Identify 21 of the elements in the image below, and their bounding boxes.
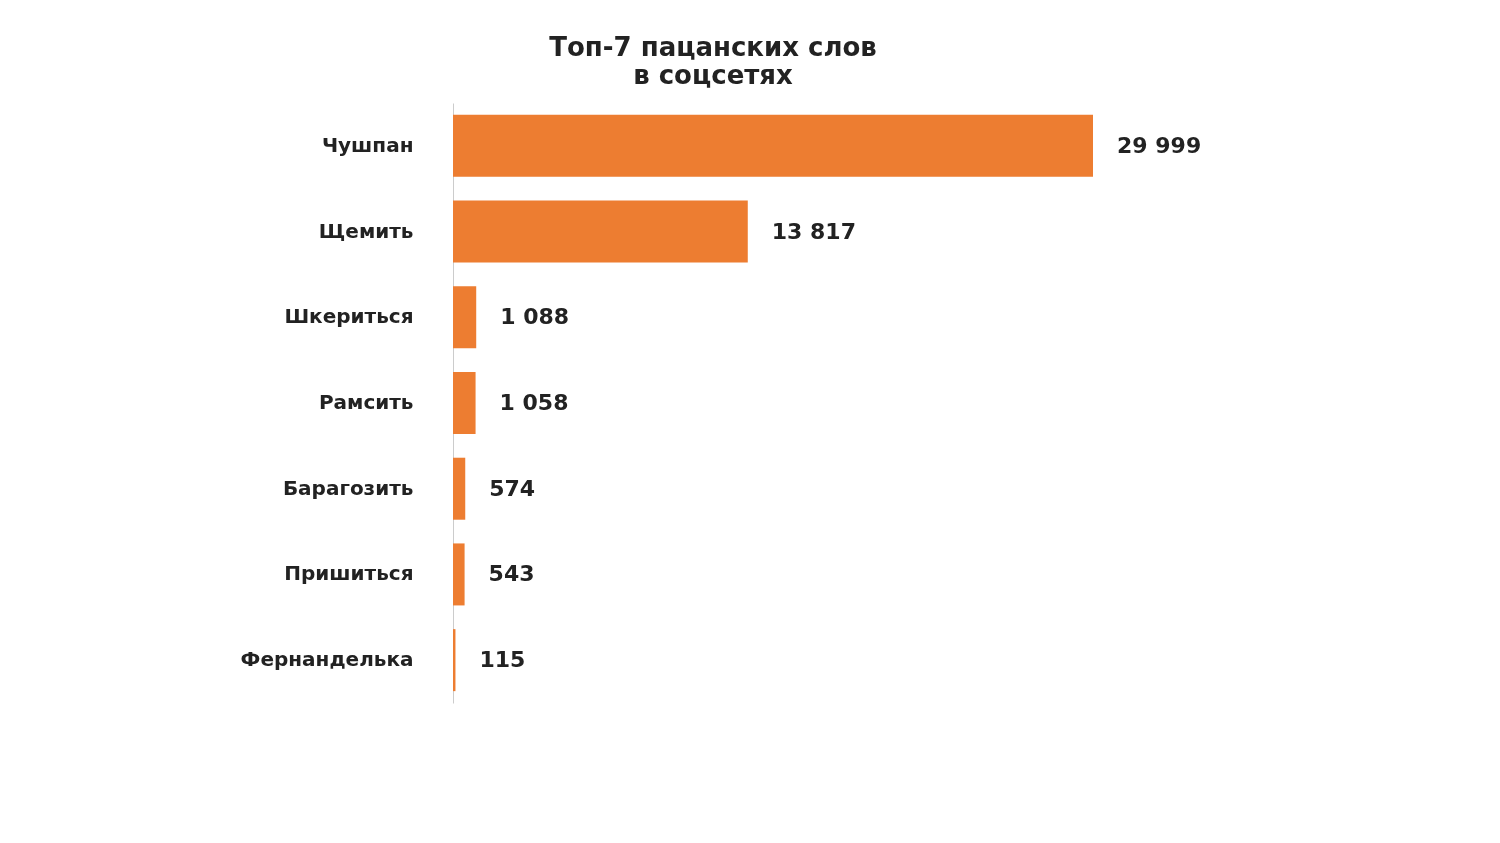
bar — [453, 286, 477, 349]
y-tick-label: Шкериться — [284, 304, 414, 329]
data-label: 574 — [489, 475, 536, 501]
y-tick-label: Чушпан — [321, 132, 414, 157]
data-label: 29 999 — [1117, 132, 1202, 158]
bar — [453, 114, 1093, 177]
y-tick-label: Пришиться — [284, 561, 414, 586]
data-label: 543 — [488, 561, 535, 587]
y-tick-label: Щемить — [318, 218, 414, 243]
y-tick-label: Барагозить — [282, 475, 414, 500]
chart-title: Топ-7 пацанских слов в соцсетях — [549, 32, 877, 90]
bar — [453, 372, 476, 434]
data-label: 1 058 — [499, 390, 569, 415]
data-label: 13 817 — [771, 218, 856, 244]
bar — [453, 457, 466, 520]
data-label: 115 — [479, 647, 526, 673]
bar — [453, 543, 465, 606]
y-tick-label: Фернанделька — [240, 647, 414, 672]
bar — [453, 200, 748, 263]
y-tick-label: Рамсить — [318, 390, 414, 414]
data-label: 1 088 — [500, 304, 570, 330]
